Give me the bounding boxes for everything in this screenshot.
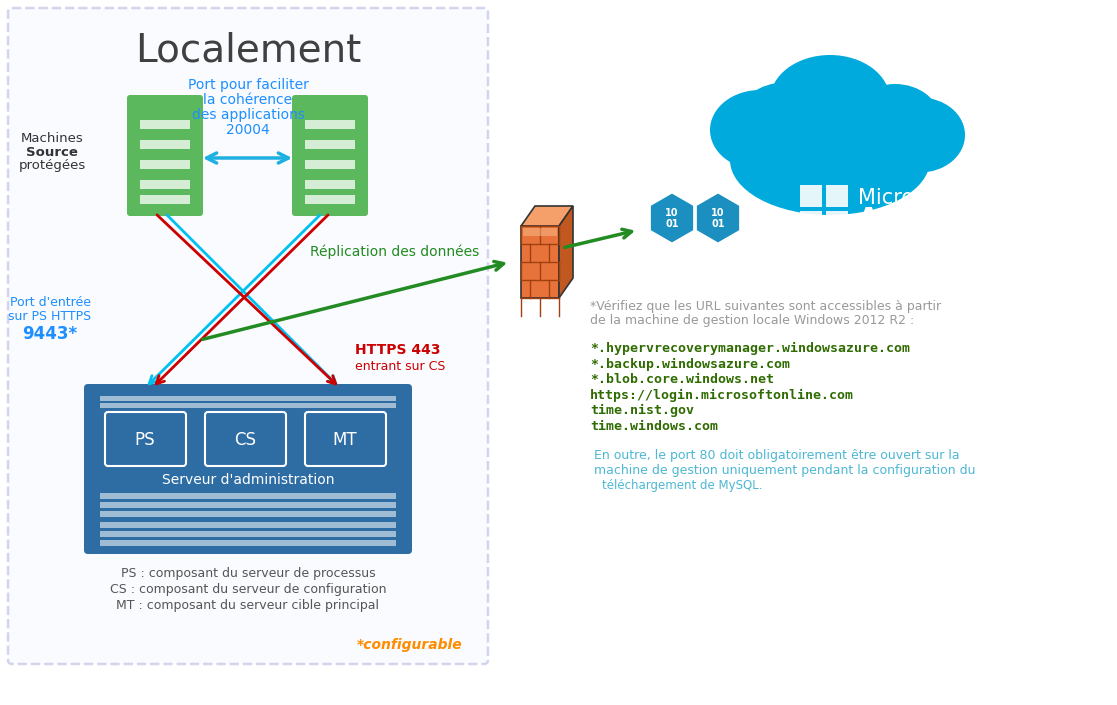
Text: 9443*: 9443* [22, 325, 77, 343]
FancyBboxPatch shape [305, 160, 355, 169]
FancyBboxPatch shape [140, 180, 190, 189]
Text: la cohérence: la cohérence [203, 93, 293, 107]
Text: MT : composant du serveur cible principal: MT : composant du serveur cible principa… [116, 599, 380, 611]
FancyBboxPatch shape [140, 160, 190, 169]
FancyBboxPatch shape [140, 120, 190, 129]
Text: Azure: Azure [858, 206, 948, 234]
Text: entrant sur CS: entrant sur CS [355, 360, 446, 372]
FancyBboxPatch shape [825, 185, 848, 207]
Text: PS : composant du serveur de processus: PS : composant du serveur de processus [121, 567, 375, 580]
Text: machine de gestion uniquement pendant la configuration du: machine de gestion uniquement pendant la… [590, 464, 975, 477]
Text: time.nist.gov: time.nist.gov [590, 404, 694, 417]
Text: 20004: 20004 [226, 123, 270, 137]
FancyBboxPatch shape [800, 185, 822, 207]
Text: *.blob.core.windows.net: *.blob.core.windows.net [590, 373, 774, 386]
FancyBboxPatch shape [105, 412, 187, 466]
Text: 01: 01 [666, 219, 679, 229]
Ellipse shape [731, 105, 930, 215]
Text: Port d'entrée: Port d'entrée [10, 295, 90, 309]
Text: time.windows.com: time.windows.com [590, 419, 718, 432]
FancyBboxPatch shape [127, 95, 203, 216]
Text: MT: MT [333, 431, 357, 449]
Text: PS: PS [135, 431, 155, 449]
Text: de la machine de gestion locale Windows 2012 R2 :: de la machine de gestion locale Windows … [590, 314, 914, 327]
Text: téléchargement de MySQL.: téléchargement de MySQL. [602, 479, 763, 492]
FancyBboxPatch shape [305, 412, 386, 466]
FancyBboxPatch shape [101, 531, 397, 537]
Text: Source: Source [26, 145, 78, 159]
Text: Blob de stockage: Blob de stockage [645, 252, 746, 264]
Text: En outre, le port 80 doit obligatoirement être ouvert sur la: En outre, le port 80 doit obligatoiremen… [590, 449, 960, 462]
Text: Localement: Localement [135, 31, 361, 69]
Text: protégées: protégées [18, 159, 86, 173]
Text: CS : composant du serveur de configuration: CS : composant du serveur de configurati… [109, 582, 386, 596]
FancyBboxPatch shape [101, 540, 397, 546]
FancyBboxPatch shape [101, 493, 397, 499]
FancyBboxPatch shape [101, 522, 397, 528]
Text: des applications: des applications [191, 108, 305, 122]
FancyBboxPatch shape [101, 511, 397, 517]
Text: https://login.microsoftonline.com: https://login.microsoftonline.com [590, 388, 855, 402]
FancyBboxPatch shape [101, 403, 397, 408]
Ellipse shape [850, 84, 941, 156]
Text: *.backup.windowsazure.com: *.backup.windowsazure.com [590, 357, 790, 371]
Polygon shape [696, 192, 741, 244]
Ellipse shape [770, 55, 890, 145]
FancyBboxPatch shape [292, 95, 367, 216]
Polygon shape [521, 206, 573, 226]
Ellipse shape [737, 82, 832, 157]
FancyBboxPatch shape [206, 412, 286, 466]
Text: Réplication des données: Réplication des données [311, 245, 479, 259]
Polygon shape [523, 228, 557, 236]
Polygon shape [521, 226, 558, 298]
FancyBboxPatch shape [101, 502, 397, 508]
Text: 01: 01 [712, 219, 725, 229]
Ellipse shape [710, 90, 810, 170]
FancyBboxPatch shape [305, 180, 355, 189]
Text: CS: CS [233, 431, 256, 449]
FancyBboxPatch shape [84, 384, 412, 554]
Polygon shape [649, 192, 695, 244]
FancyBboxPatch shape [305, 195, 355, 204]
Text: 10: 10 [712, 208, 725, 218]
Text: Serveur d'administration: Serveur d'administration [162, 473, 334, 487]
Ellipse shape [875, 97, 965, 173]
FancyBboxPatch shape [305, 120, 355, 129]
FancyBboxPatch shape [140, 195, 190, 204]
Text: Microsoft: Microsoft [858, 188, 953, 208]
FancyBboxPatch shape [101, 396, 397, 401]
Text: Machines: Machines [20, 132, 84, 145]
Text: *.hypervrecoverymanager.windowsazure.com: *.hypervrecoverymanager.windowsazure.com [590, 342, 910, 355]
Text: HTTPS 443: HTTPS 443 [355, 343, 440, 357]
Text: *Vérifiez que les URL suivantes sont accessibles à partir: *Vérifiez que les URL suivantes sont acc… [590, 300, 942, 313]
FancyBboxPatch shape [305, 140, 355, 149]
Text: sur PS HTTPS: sur PS HTTPS [9, 309, 92, 322]
Polygon shape [558, 206, 573, 298]
Text: *configurable: *configurable [356, 638, 462, 652]
Text: 10: 10 [666, 208, 679, 218]
FancyBboxPatch shape [140, 140, 190, 149]
FancyBboxPatch shape [8, 8, 488, 664]
FancyBboxPatch shape [825, 211, 848, 233]
FancyBboxPatch shape [800, 211, 822, 233]
Text: Port pour faciliter: Port pour faciliter [188, 78, 308, 92]
